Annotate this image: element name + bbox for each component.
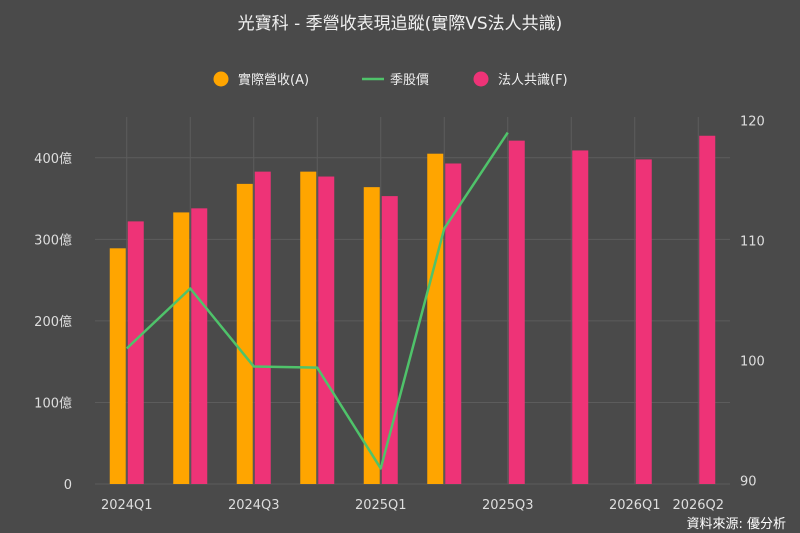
y-right-tick-label: 90 — [740, 474, 757, 489]
stock-price-line — [125, 131, 509, 470]
x-tick-label: 2025Q3 — [482, 498, 534, 513]
consensus-bar — [572, 150, 589, 484]
bars — [109, 135, 716, 485]
grid — [95, 117, 730, 485]
source-note: 資料來源: 優分析 — [686, 517, 786, 532]
consensus-bar — [127, 221, 144, 484]
y-right-tick-label: 110 — [740, 235, 765, 250]
consensus-bar — [381, 196, 398, 484]
consensus-bar — [318, 176, 335, 484]
x-tick-label: 2024Q3 — [228, 498, 280, 513]
actual-revenue-bar — [109, 248, 126, 484]
actual-revenue-bar — [363, 187, 380, 485]
actual-revenue-bar — [300, 171, 317, 485]
consensus-bar — [699, 135, 716, 484]
legend-label: 實際營收(A) — [238, 72, 309, 88]
actual-revenue-bar — [236, 183, 253, 484]
legend-label: 季股價 — [390, 73, 429, 88]
chart-title: 光寶科 - 季營收表現追蹤(實際VS法人共識) — [238, 13, 563, 34]
actual-revenue-bar — [427, 153, 444, 484]
price-line — [125, 131, 509, 470]
legend-marker — [213, 71, 229, 87]
y-left-tick-label: 300億 — [34, 232, 72, 248]
legend-label: 法人共識(F) — [498, 73, 568, 88]
x-tick-label: 2025Q1 — [355, 498, 407, 513]
consensus-bar — [635, 159, 652, 485]
x-tick-label: 2026Q1 — [609, 498, 661, 513]
axis-ticks: 0 100億 200億 300億 400億 90 100 110 120 2024Q1 2024Q3… — [34, 115, 765, 513]
y-left-tick-label: 100億 — [34, 395, 72, 411]
y-right-tick-label: 100 — [740, 354, 765, 369]
consensus-bar — [445, 163, 462, 484]
legend-marker — [473, 71, 489, 87]
consensus-bar — [508, 140, 525, 484]
x-tick-label: 2026Q2 — [672, 498, 724, 513]
actual-revenue-bar — [173, 212, 190, 485]
y-right-tick-label: 120 — [740, 115, 765, 130]
consensus-bar — [191, 208, 208, 484]
x-tick-label: 2024Q1 — [101, 498, 153, 513]
y-left-tick-label: 400億 — [34, 151, 72, 167]
consensus-bar — [254, 171, 271, 485]
y-left-tick-label: 0 — [64, 478, 72, 493]
legend: 實際營收(A) 季股價 法人共識(F) — [213, 71, 568, 88]
y-left-tick-label: 200億 — [34, 314, 72, 330]
